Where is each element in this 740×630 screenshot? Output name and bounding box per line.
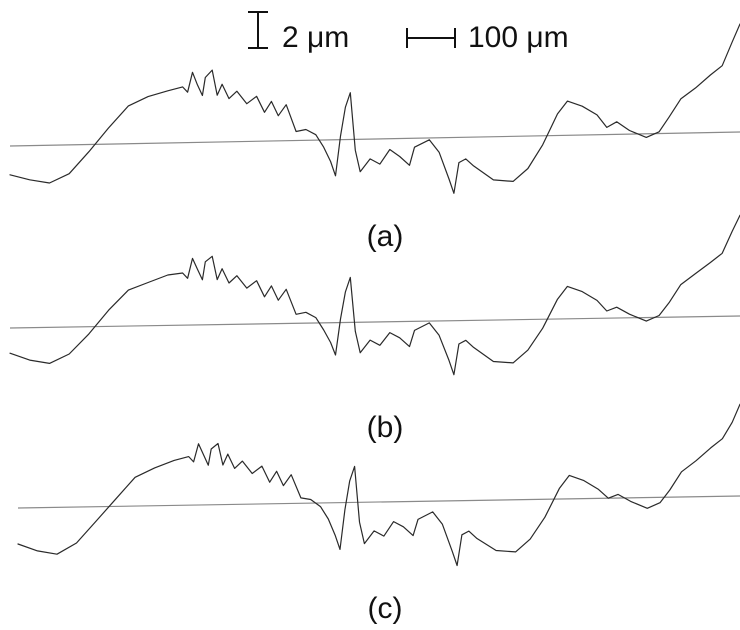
panel-c: (c) [17, 403, 740, 625]
scale-legend: 2 μm 100 μm [248, 11, 569, 54]
panel-b: (b) [9, 214, 740, 444]
profile-trace-c [17, 403, 740, 567]
panel-label-c: (c) [368, 592, 403, 625]
horizontal-scale-bar-icon [406, 28, 456, 48]
panel-label-b: (b) [367, 411, 404, 444]
profile-trace-b [9, 214, 740, 376]
reference-line-a [9, 131, 740, 147]
profile-trace-a [9, 23, 740, 194]
horizontal-scale-label: 100 μm [468, 21, 569, 54]
vertical-scale-label: 2 μm [282, 21, 349, 54]
reference-line-c [17, 495, 740, 509]
panel-label-a: (a) [367, 220, 404, 253]
vertical-scale-bar-icon [248, 11, 268, 49]
reference-line-b [9, 315, 740, 329]
panel-a: (a) [9, 23, 740, 253]
